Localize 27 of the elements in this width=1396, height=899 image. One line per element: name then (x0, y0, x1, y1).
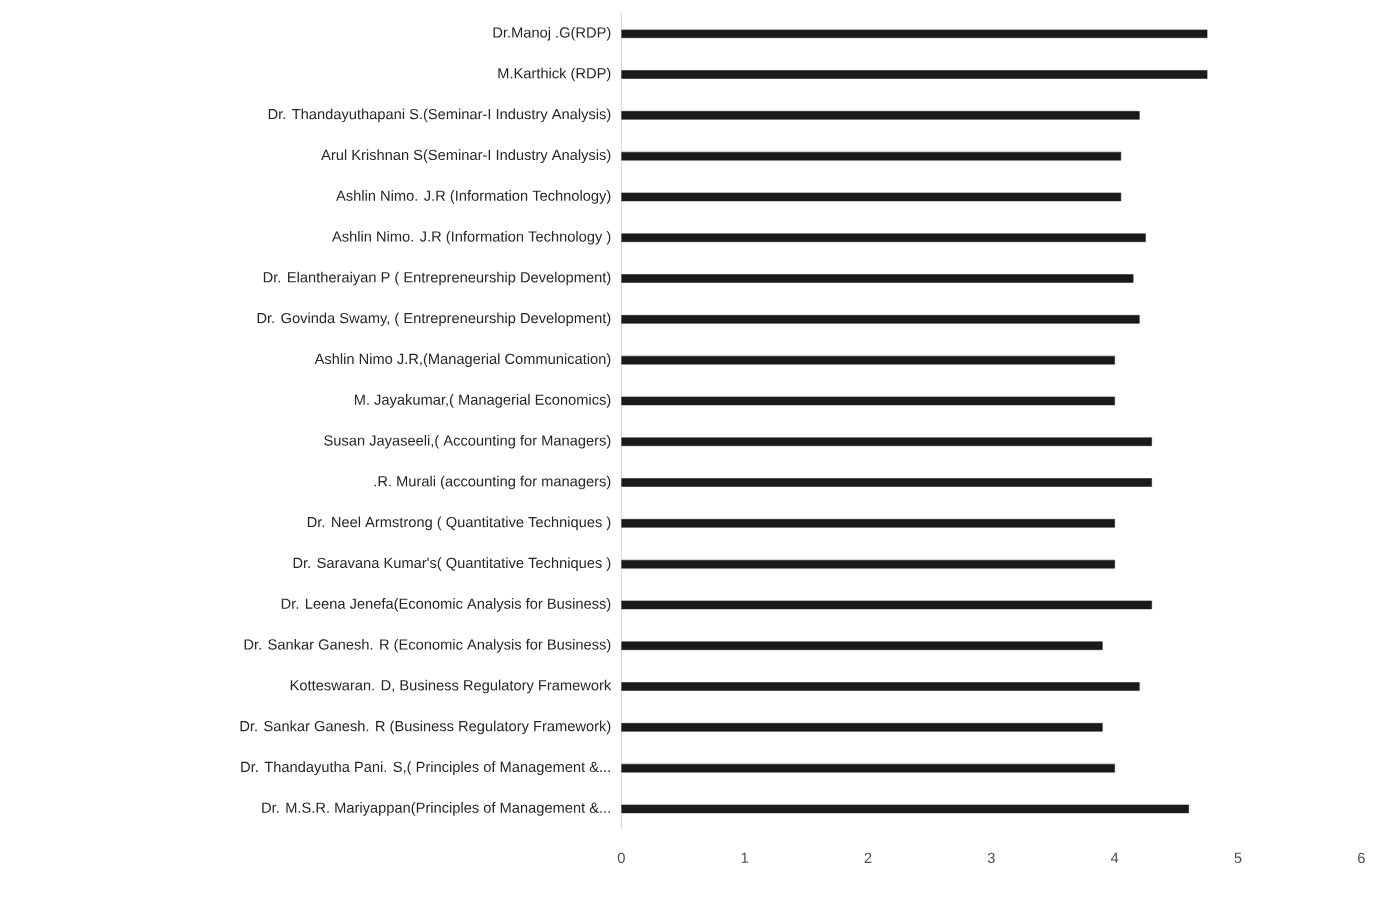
x-tick-label: 2 (864, 852, 872, 864)
y-tick-label: Dr. Govinda Swamy, ( Entrepreneurship Development) (257, 312, 611, 327)
y-tick-label: Dr. Thandayutha Pani. S,( Principles of Management &... (241, 761, 610, 776)
x-tick-label: 3 (987, 852, 995, 864)
x-tick-label: 5 (1234, 852, 1242, 864)
y-tick-label: Arul Krishnan S(Seminar-I Industry Analysis) (321, 149, 611, 164)
y-tick-label: M.Karthick (RDP) (498, 67, 611, 82)
y-tick-label: Ashlin Nimo. J.R (Information Technology) (336, 190, 611, 204)
y-tick-label: Dr. Thandayuthapani S.(Seminar-I Industry Analysis) (268, 108, 611, 123)
x-tick-label: 4 (1110, 852, 1119, 863)
y-tick-label: .R. Murali (accounting for managers) (374, 475, 611, 490)
y-tick-label: M. Jayakumar,( Managerial Economics) (354, 394, 611, 408)
y-tick-label: Dr. Elantheraiyan P ( Entrepreneurship Development) (263, 271, 611, 286)
x-tick-label: 6 (1358, 852, 1365, 864)
y-tick-label: Dr. Sankar Ganesh. R (Business Regulatory Framework) (240, 720, 611, 735)
y-tick-label: Susan Jayaseeli,( Accounting for Managers) (324, 435, 611, 449)
y-tick-label: Dr.Manoj .G(RDP) (493, 27, 611, 41)
y-tick-label: Ashlin Nimo J.R,(Managerial Communication) (314, 353, 611, 368)
y-tick-label: Kotteswaran. D, Business Regulatory Framework (290, 679, 612, 694)
x-tick-label: 1 (741, 852, 749, 863)
y-tick-label: Dr. Saravana Kumar's( Quantitative Techniques ) (293, 557, 611, 572)
y-tick-label: Dr. Neel Armstrong ( Quantitative Techniques ) (307, 516, 611, 531)
x-tick-label: 0 (617, 852, 625, 864)
y-tick-label: Ashlin Nimo. J.R (Information Technology ) (332, 231, 611, 245)
y-tick-label: Dr. Leena Jenefa(Economic Analysis for Business) (281, 598, 611, 612)
y-tick-label: Dr. Sankar Ganesh. R (Economic Analysis for Business) (244, 639, 611, 653)
y-tick-label: Dr. M.S.R. Mariyappan(Principles of Management &... (262, 802, 610, 816)
